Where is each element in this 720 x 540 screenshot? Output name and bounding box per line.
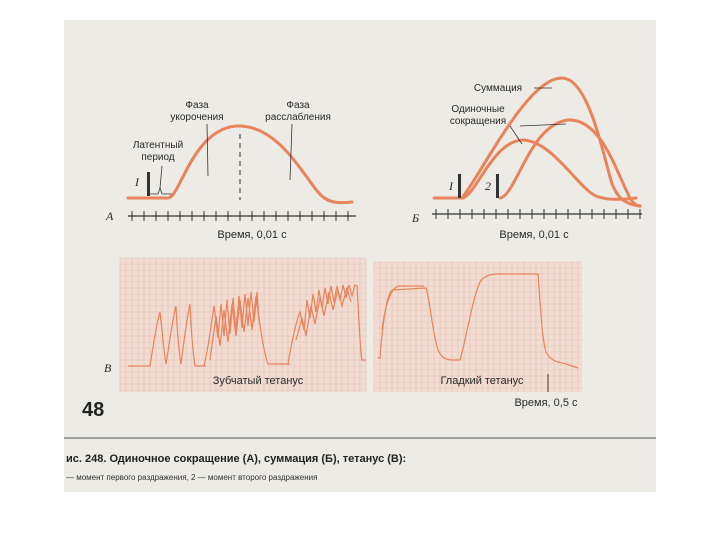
panel-a-label-shortening-1: Фаза <box>185 100 209 111</box>
panel-b-stimulus-marker-2 <box>496 174 499 198</box>
panel-b-stimulus-marker-1 <box>458 174 461 198</box>
panel-a-axis-ticks <box>131 211 349 221</box>
panel-b-single-leader-2 <box>519 123 567 127</box>
page-number: 48 <box>82 399 104 421</box>
panel-a-stimulus-marker <box>147 172 150 196</box>
panel-b-single-contraction-1 <box>460 138 638 201</box>
panel-b-stim-label-2: 2 <box>485 179 491 193</box>
figure-caption: ис. 248. Одиночное сокращение (А), сумма… <box>66 453 406 465</box>
panel-b-summation: I 2 Суммация Одиночные сокращения Б Врем… <box>411 76 642 241</box>
panel-b-label-single-1: Одиночные <box>451 104 505 115</box>
panel-c-jagged-burst-2 <box>209 295 261 361</box>
textbook-page <box>64 20 656 492</box>
panel-b-summation-curve <box>460 76 642 208</box>
panel-c-jagged-burst-3 <box>287 284 366 365</box>
panel-a-stim-label: I <box>134 175 140 189</box>
figure-caption-note: — момент первого раздражения, 2 — момент… <box>66 473 317 482</box>
panel-c-jagged-burst-1 <box>203 291 290 367</box>
panel-a-single-contraction: I Фаза укорочения Фаза расслабления Лате… <box>105 100 356 241</box>
panel-c-tetanus: В Зубчатый тетанус Гладкий тетанус Время… <box>104 257 582 409</box>
panel-b-time-label: Время, 0,01 с <box>499 229 569 241</box>
panel-c-jagged-twitches <box>128 303 206 367</box>
panel-b-label-single-2: сокращения <box>450 116 506 127</box>
panel-a-letter: А <box>105 209 114 223</box>
panel-c-smooth-grid-bg <box>374 262 582 392</box>
panel-b-single-contraction-2 <box>498 118 642 208</box>
panel-b-letter: Б <box>411 211 419 225</box>
panel-a-latent-bracket <box>150 186 172 195</box>
panel-c-jagged-burst-4 <box>295 285 352 341</box>
panel-a-latent-leader <box>159 165 163 189</box>
panel-a-label-relaxation-1: Фаза <box>286 100 310 111</box>
panel-c-smooth-trace-2 <box>452 273 579 369</box>
panel-c-time-label: Время, 0,5 с <box>514 397 578 409</box>
panel-b-stim-label-1: I <box>448 179 454 193</box>
panel-a-twitch-curve <box>126 124 354 205</box>
panel-c-jagged-chart: Зубчатый тетанус <box>119 257 367 392</box>
panel-a-label-latent-2: период <box>141 152 174 163</box>
panel-c-letter: В <box>104 361 112 375</box>
panel-a-relaxation-leader <box>289 123 293 181</box>
panel-a-label-shortening-2: укорочения <box>170 112 223 123</box>
panel-a-shortening-leader <box>206 123 209 177</box>
panel-c-smooth-gridlines <box>373 261 582 392</box>
panel-c-label-jagged: Зубчатый тетанус <box>213 375 304 387</box>
panel-a-label-relaxation-2: расслабления <box>265 111 331 123</box>
panel-b-label-summation: Суммация <box>474 83 522 94</box>
panel-a-label-latent-1: Латентный <box>133 140 183 151</box>
panel-c-smooth-chart: Гладкий тетанус <box>373 261 582 392</box>
panel-a-time-label: Время, 0,01 с <box>217 229 287 241</box>
panel-c-smooth-trace-1b <box>381 285 424 331</box>
panel-b-single-leader-1 <box>509 125 523 145</box>
panel-b-axis-ticks <box>435 209 641 219</box>
panel-c-label-smooth: Гладкий тетанус <box>440 375 524 387</box>
